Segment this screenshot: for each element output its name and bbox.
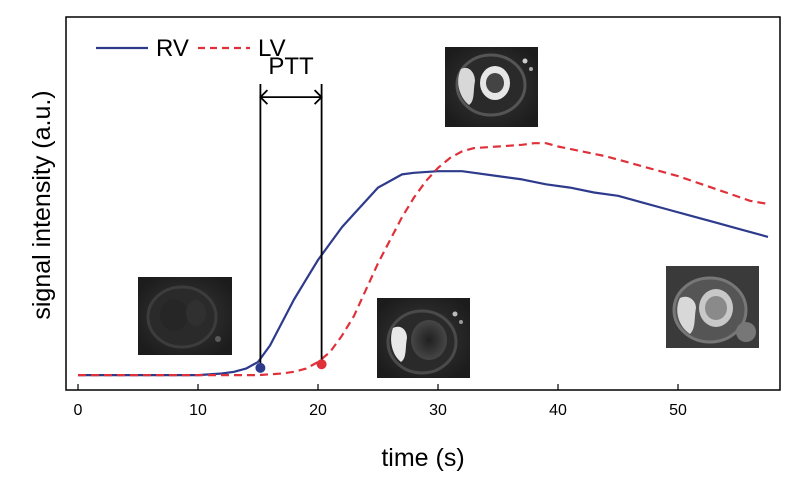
- x-tick-label: 50: [669, 402, 687, 419]
- x-tick-label: 0: [74, 402, 83, 419]
- ptt-arrow-right-head: [313, 89, 323, 105]
- x-tick-label: 20: [309, 402, 327, 419]
- mri-inset-peak: [445, 47, 538, 127]
- series-lv-line: [78, 142, 769, 377]
- ptt-arrow-left-head: [259, 89, 269, 105]
- ptt-annotation: PTT: [255, 53, 327, 373]
- y-axis-label: signal intensity (a.u.): [28, 90, 56, 319]
- lv-onset-point: [316, 359, 327, 370]
- x-axis-label: time (s): [381, 444, 464, 472]
- x-tick-label: 30: [429, 402, 447, 419]
- series-rv-line: [78, 170, 769, 377]
- ptt-label: PTT: [268, 53, 314, 80]
- legend-rv-label: RV: [156, 35, 189, 62]
- rv-onset-point: [255, 362, 266, 373]
- plot-frame: [65, 16, 781, 391]
- legend-lv-label: LV: [258, 35, 286, 62]
- x-tick-label: 10: [189, 402, 207, 419]
- x-axis-ticks: 0 10 20 30 40 50: [74, 384, 687, 419]
- mri-inset-late: [666, 266, 759, 348]
- mri-inset-rv: [377, 298, 470, 378]
- mri-inset-baseline: [138, 277, 232, 355]
- legend: RV LV: [96, 35, 286, 62]
- x-tick-label: 40: [549, 402, 567, 419]
